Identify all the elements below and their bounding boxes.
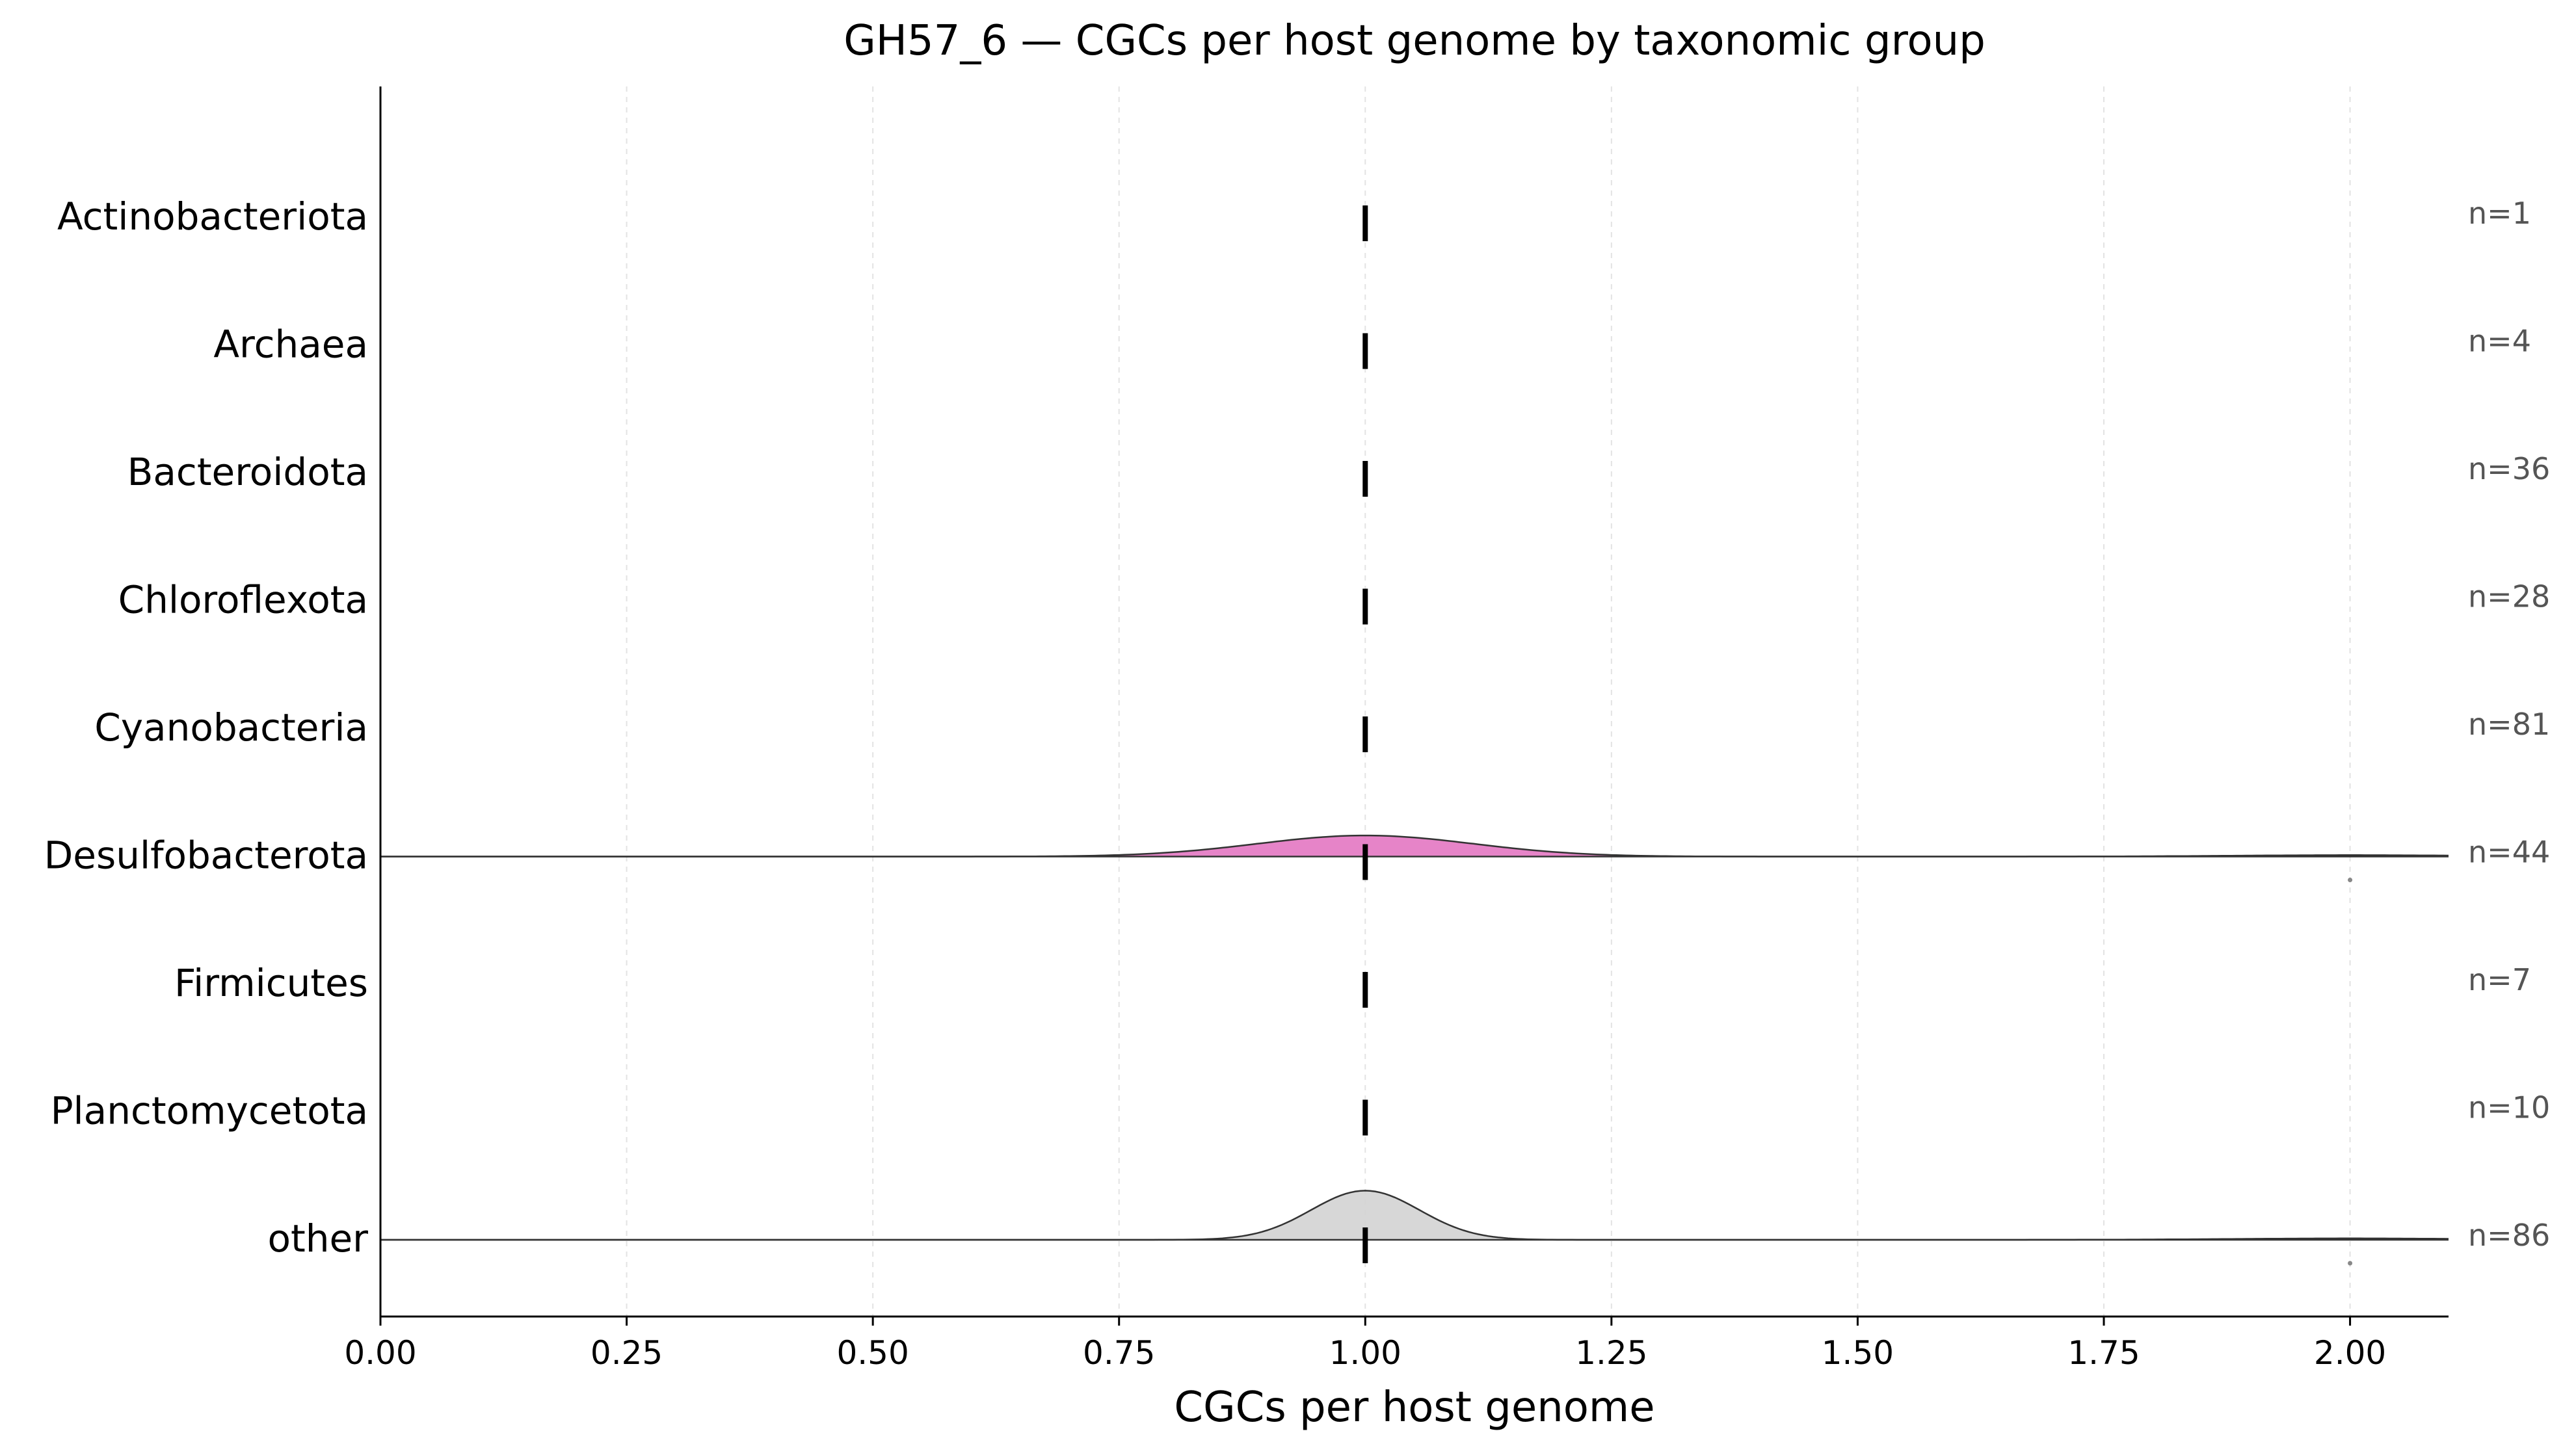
group-labels: Actinobacteriota Archaea Bacteroidota Chlor… (44, 194, 369, 1261)
grid-lines (626, 86, 2351, 1317)
group-label: Actinobacteriota (57, 194, 368, 239)
ridges (380, 205, 2449, 1266)
outlier-point (2348, 1261, 2353, 1266)
group-label: Desulfobacterota (44, 833, 368, 878)
group-label: other (267, 1216, 368, 1261)
x-tick-label: 0.25 (591, 1334, 663, 1372)
outlier-point (2348, 878, 2353, 882)
group-count-label: n=86 (2468, 1218, 2550, 1253)
group-count-label: n=4 (2468, 324, 2531, 359)
x-axis-label: CGCs per host genome (1174, 1383, 1654, 1432)
x-tick-label: 2.00 (2314, 1334, 2386, 1372)
group-count-label: n=1 (2468, 196, 2531, 231)
count-labels: n=1 n=4 n=36 n=28 n=81 n=44 n=7 n=10 n=86 (2468, 196, 2550, 1253)
x-tick-label: 1.75 (2067, 1334, 2140, 1372)
x-tick-label: 1.00 (1329, 1334, 1401, 1372)
density-fill (380, 835, 2449, 857)
group-count-label: n=10 (2468, 1090, 2550, 1125)
x-tick-label: 0.50 (836, 1334, 909, 1372)
group-count-label: n=7 (2468, 962, 2531, 997)
x-tick-label: 1.50 (1822, 1334, 1894, 1372)
group-label: Cyanobacteria (94, 705, 368, 750)
group-count-label: n=81 (2468, 707, 2550, 742)
group-label: Chloroflexota (118, 578, 368, 622)
axes (379, 86, 2449, 1318)
chart-title: GH57_6 — CGCs per host genome by taxonom… (843, 17, 1985, 65)
x-ticks: 0.00 0.25 0.50 0.75 1.00 1.25 1.50 1.75 2.00 (344, 1317, 2386, 1372)
group-label: Planctomycetota (51, 1089, 368, 1133)
group-label: Archaea (213, 322, 368, 367)
group-count-label: n=44 (2468, 835, 2550, 870)
x-tick-label: 0.00 (344, 1334, 416, 1372)
group-label: Firmicutes (174, 961, 368, 1005)
x-tick-label: 1.25 (1575, 1334, 1647, 1372)
x-tick-label: 0.75 (1083, 1334, 1155, 1372)
group-count-label: n=28 (2468, 579, 2550, 614)
group-label: Bacteroidota (127, 450, 368, 494)
density-fill (380, 1190, 2449, 1240)
group-count-label: n=36 (2468, 451, 2550, 486)
